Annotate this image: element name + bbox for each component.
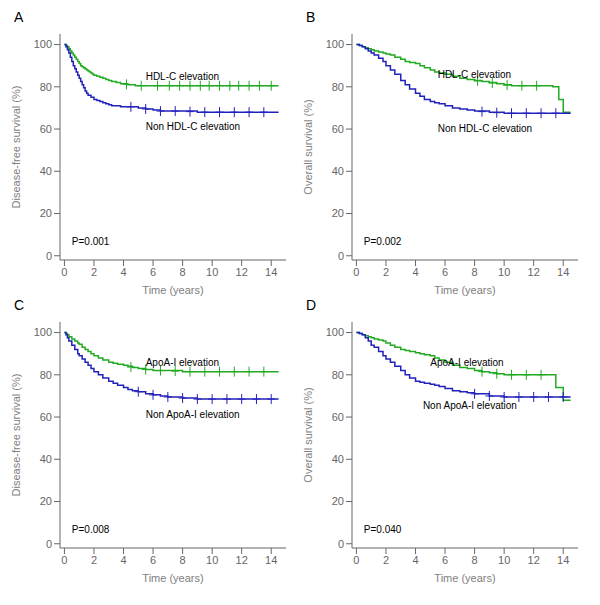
svg-text:6: 6 (442, 266, 448, 278)
svg-text:4: 4 (120, 554, 126, 566)
svg-text:Time (years): Time (years) (142, 572, 203, 584)
svg-text:8: 8 (180, 554, 186, 566)
html-text:C: C (14, 297, 25, 313)
svg-text:Disease-free survival (%): Disease-free survival (%) (10, 374, 22, 497)
svg-text:6: 6 (442, 554, 448, 566)
svg-text:80: 80 (332, 369, 344, 381)
svg-text:Overall survival (%): Overall survival (%) (302, 387, 314, 482)
svg-text:6: 6 (150, 554, 156, 566)
svg-text:0: 0 (353, 554, 359, 566)
svg-text:14: 14 (557, 554, 569, 566)
svg-text:2: 2 (91, 554, 97, 566)
svg-text:2: 2 (383, 266, 389, 278)
svg-text:Time (years): Time (years) (142, 284, 203, 296)
svg-text:P=0.001: P=0.001 (72, 236, 110, 247)
svg-text:60: 60 (332, 123, 344, 135)
svg-text:P=0.040: P=0.040 (364, 524, 402, 535)
svg-text:0: 0 (61, 554, 67, 566)
svg-text:100: 100 (326, 38, 344, 50)
svg-text:4: 4 (412, 554, 418, 566)
svg-text:Overall survival (%): Overall survival (%) (302, 99, 314, 194)
svg-text:100: 100 (34, 326, 52, 338)
svg-text:6: 6 (150, 266, 156, 278)
svg-text:Non HDL-C elevation: Non HDL-C elevation (438, 123, 533, 134)
svg-text:12: 12 (236, 266, 248, 278)
svg-text:P=0.002: P=0.002 (364, 236, 402, 247)
svg-text:60: 60 (332, 411, 344, 423)
svg-text:14: 14 (265, 266, 277, 278)
svg-text:Disease-free survival (%): Disease-free survival (%) (10, 86, 22, 209)
html-text:A: A (14, 9, 24, 25)
html-text:B: B (306, 9, 316, 25)
svg-text:12: 12 (236, 554, 248, 566)
svg-text:40: 40 (40, 453, 52, 465)
svg-text:80: 80 (40, 81, 52, 93)
svg-text:80: 80 (40, 369, 52, 381)
svg-text:100: 100 (326, 326, 344, 338)
svg-text:4: 4 (120, 266, 126, 278)
svg-text:0: 0 (353, 266, 359, 278)
svg-text:100: 100 (34, 38, 52, 50)
svg-text:12: 12 (528, 554, 540, 566)
svg-text:0: 0 (46, 538, 52, 550)
svg-text:HDL-C elevation: HDL-C elevation (438, 69, 511, 80)
svg-text:10: 10 (498, 266, 510, 278)
svg-text:10: 10 (498, 554, 510, 566)
svg-text:20: 20 (40, 207, 52, 219)
svg-text:40: 40 (332, 165, 344, 177)
svg-text:2: 2 (383, 554, 389, 566)
svg-text:Non ApoA-I elevation: Non ApoA-I elevation (423, 400, 517, 411)
svg-text:20: 20 (332, 495, 344, 507)
svg-text:Time (years): Time (years) (434, 284, 495, 296)
svg-text:0: 0 (338, 538, 344, 550)
svg-text:10: 10 (206, 266, 218, 278)
svg-text:40: 40 (40, 165, 52, 177)
svg-text:Non HDL-C elevation: Non HDL-C elevation (146, 121, 241, 132)
svg-text:8: 8 (472, 266, 478, 278)
svg-text:ApoA-I elevation: ApoA-I elevation (430, 357, 503, 368)
svg-text:2: 2 (91, 266, 97, 278)
svg-text:0: 0 (338, 250, 344, 262)
svg-text:60: 60 (40, 123, 52, 135)
svg-text:0: 0 (46, 250, 52, 262)
svg-text:P=0.008: P=0.008 (72, 524, 110, 535)
svg-text:Non ApoA-I elevation: Non ApoA-I elevation (146, 409, 240, 420)
svg-text:0: 0 (61, 266, 67, 278)
svg-text:60: 60 (40, 411, 52, 423)
svg-text:20: 20 (332, 207, 344, 219)
svg-text:ApoA-I elevation: ApoA-I elevation (146, 357, 219, 368)
svg-text:14: 14 (265, 554, 277, 566)
svg-text:8: 8 (472, 554, 478, 566)
svg-text:14: 14 (557, 266, 569, 278)
svg-text:10: 10 (206, 554, 218, 566)
html-text:D: D (306, 297, 317, 313)
svg-text:20: 20 (40, 495, 52, 507)
svg-text:Time (years): Time (years) (434, 572, 495, 584)
svg-text:4: 4 (412, 266, 418, 278)
svg-text:40: 40 (332, 453, 344, 465)
svg-text:8: 8 (180, 266, 186, 278)
svg-text:HDL-C elevation: HDL-C elevation (146, 71, 219, 82)
svg-text:80: 80 (332, 81, 344, 93)
svg-text:12: 12 (528, 266, 540, 278)
